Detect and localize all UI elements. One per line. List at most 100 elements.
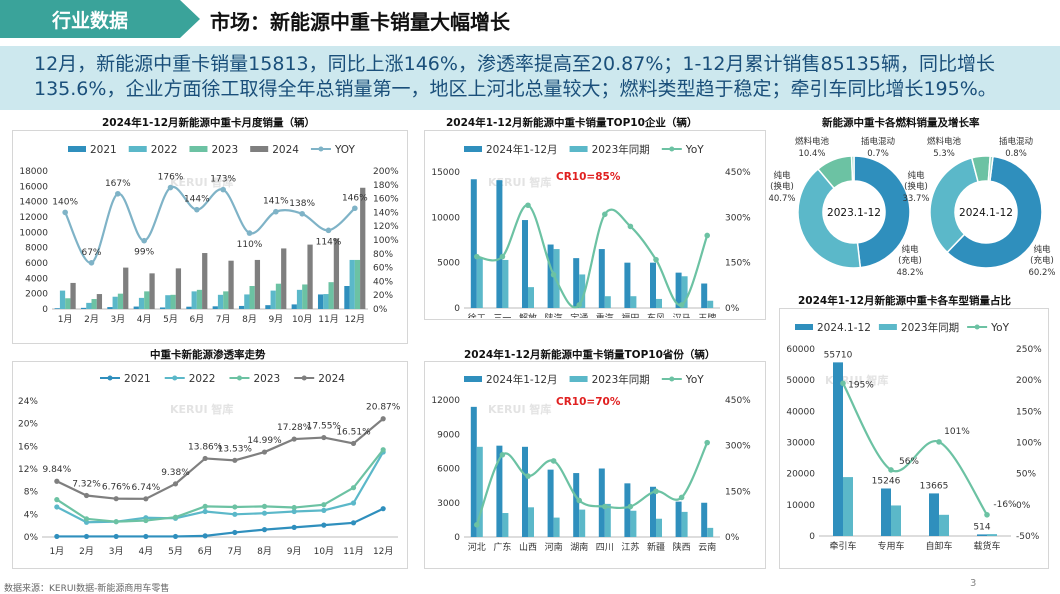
x-tick-label: 7月 — [216, 314, 231, 325]
pie-slice — [946, 155, 1043, 269]
x-tick-label: 自卸车 — [925, 540, 952, 552]
bar-2023 — [65, 298, 71, 309]
yoy-line — [475, 442, 709, 526]
pie-center-label: 2023.1-12 — [827, 207, 881, 219]
bar-2022 — [349, 259, 355, 309]
y2-tick-label: 0% — [725, 533, 740, 543]
y-tick-label: 5000 — [437, 259, 460, 269]
yoy-label: 114% — [316, 237, 342, 247]
yoy-label: 110% — [237, 240, 263, 250]
slice-percent: 48.2% — [896, 268, 923, 278]
bar-2022 — [323, 294, 329, 309]
legend-label-0: 2021 — [90, 144, 117, 156]
bar-2023年同期 — [579, 274, 586, 308]
slice-label: (换电) — [904, 181, 928, 192]
bar-2022 — [217, 294, 224, 309]
slice-label: 纯电 — [901, 244, 919, 255]
point-2024 — [232, 457, 238, 463]
legend-swatch-2 — [189, 146, 208, 152]
x-tick-label: 4月 — [137, 314, 152, 325]
x-tick-label: 河北 — [468, 541, 486, 553]
data-label: 55710 — [824, 350, 853, 360]
legend-label-3: 2024 — [272, 144, 299, 156]
fuel-type-title: 新能源中重卡各燃料销量及增长率 — [822, 117, 980, 129]
point-2024 — [202, 455, 208, 462]
yoy-label: 195% — [848, 380, 874, 390]
y2-tick-label: 0% — [1016, 501, 1031, 511]
point-2023 — [83, 516, 90, 522]
x-tick-label: 10月 — [292, 314, 312, 325]
bar-2024年1-12月 — [624, 483, 631, 537]
bar-2023年同期 — [707, 527, 714, 537]
yoy-point — [474, 522, 480, 528]
slice-label: 纯电 — [773, 170, 791, 181]
pie-slice — [853, 155, 911, 269]
slice-label: 插电混动 — [999, 136, 1034, 147]
bar-2021 — [344, 286, 350, 309]
slice-label: 纯电 — [1033, 244, 1051, 255]
point-2024 — [113, 496, 119, 502]
x-tick-label: 5月 — [163, 314, 178, 325]
legend-label-1: 2022 — [151, 144, 178, 156]
vehicle-type-panel — [779, 308, 1049, 569]
line-2024 — [56, 417, 384, 500]
y-tick-label: 12000 — [19, 213, 48, 223]
bar-2023 — [249, 286, 255, 309]
legend-swatch-0 — [795, 324, 813, 330]
bar-2022 — [270, 290, 276, 309]
y2-tick-label: 0% — [725, 304, 740, 314]
point-2024 — [83, 492, 90, 499]
yoy-label: 140% — [52, 197, 78, 207]
bar-2023年同期 — [604, 503, 611, 537]
bar-2022 — [191, 291, 197, 309]
bar-2024年1-12月 — [701, 283, 708, 308]
data-label: 13665 — [920, 481, 949, 491]
line-2021 — [56, 507, 384, 538]
legend-swatch-0 — [464, 376, 482, 382]
bar-2024 — [228, 260, 234, 309]
bar-2024年1-12月 — [547, 244, 554, 308]
bar-2023年同期 — [630, 296, 637, 308]
legend-label-3: 2024 — [318, 373, 345, 385]
y2-tick-label: 150% — [1016, 407, 1042, 417]
yoy-point — [704, 439, 710, 446]
yoy-label: 141% — [263, 197, 289, 207]
data-source-note: 数据来源：KERUI数据-新能源商用车零售 — [4, 584, 170, 594]
bar-2023年同期 — [502, 259, 509, 308]
x-tick-label: 11月 — [318, 314, 338, 325]
yoy-label: 138% — [289, 199, 315, 209]
legend-label-2: 2023 — [211, 144, 238, 156]
slice-label: 燃料电池 — [795, 136, 830, 147]
x-tick-label: 3月 — [109, 546, 124, 557]
y2-tick-label: 80% — [373, 250, 393, 260]
point-label: 20.87% — [366, 403, 401, 413]
yoy-point — [678, 302, 685, 308]
bar-2023年同期 — [707, 300, 714, 308]
x-tick-label: 福田 — [621, 312, 639, 318]
point-label: 13.53% — [218, 444, 253, 454]
bar-2024 — [70, 282, 76, 309]
yoy-point — [88, 259, 95, 266]
bar-2023年同期 — [681, 511, 688, 537]
slice-label: 纯电 — [907, 170, 925, 181]
bar-2024年1-12月 — [650, 486, 656, 537]
legend-marker-3 — [301, 375, 307, 381]
x-tick-label: 8月 — [242, 314, 257, 325]
y2-tick-label: 150% — [725, 487, 751, 497]
point-2024 — [54, 478, 60, 484]
y-tick-label: 3000 — [437, 499, 460, 509]
y-tick-label: 2000 — [25, 290, 48, 300]
yoy-point — [576, 497, 582, 504]
bar-2024 — [202, 253, 208, 309]
fuel-type-chart: 2023.1-12 2024.1-12纯电(充电)48.2%纯电(换电)40.7%… — [768, 136, 1055, 278]
yoy-label: 101% — [944, 427, 970, 437]
bar-2023年同期 — [939, 514, 949, 536]
bar-2023 — [144, 291, 150, 309]
x-tick-label: 三一 — [493, 314, 511, 318]
y2-tick-label: -50% — [1016, 532, 1040, 542]
point-2021 — [113, 533, 119, 540]
y-tick-label: 0 — [454, 533, 460, 543]
bar-2023年同期 — [502, 513, 509, 537]
x-tick-label: 7月 — [227, 546, 242, 557]
bar-2021 — [107, 307, 113, 309]
